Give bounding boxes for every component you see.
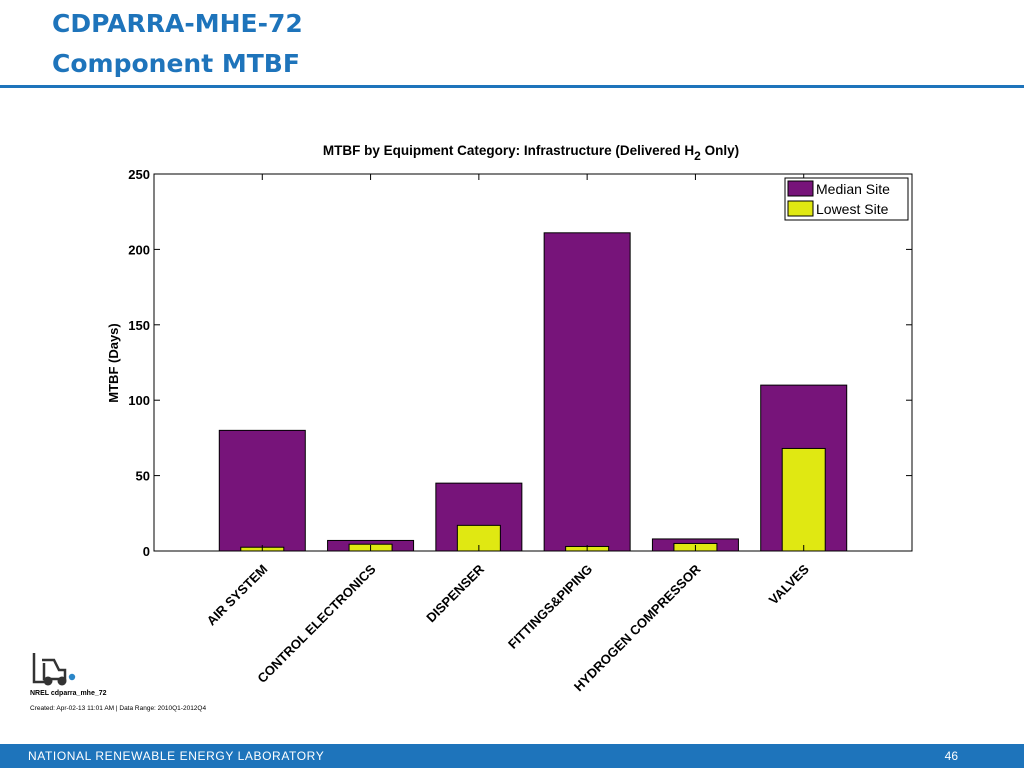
footer-bar: NATIONAL RENEWABLE ENERGY LABORATORY 46 [0,744,1024,768]
chart-title-subscript: 2 [694,149,701,163]
legend-swatch [787,200,814,217]
x-tick-label: VALVES [766,561,812,607]
y-tick-label: 200 [128,242,150,257]
y-tick-label: 50 [136,469,150,484]
median-site-bar-4 [543,232,631,552]
chart-title: MTBF by Equipment Category: Infrastructu… [323,143,739,163]
median-site-bar-1 [218,429,306,552]
x-tick-label: FITTINGS&PIPING [505,562,595,652]
y-tick-label: 0 [143,544,150,559]
y-tick-label: 250 [128,167,150,182]
legend-label: Median Site [816,181,890,197]
title-line-2: Component MTBF [52,49,300,78]
created-note: Created: Apr-02-13 11:01 AM | Data Range… [30,705,207,712]
footer-lab-name: NATIONAL RENEWABLE ENERGY LABORATORY [28,749,325,763]
legend-label: Lowest Site [816,201,889,217]
mtbf-bar-chart: MTBF by Equipment Category: Infrastructu… [106,143,913,694]
x-tick-label: HYDROGEN COMPRESSOR [571,561,704,694]
title-divider [0,85,1024,88]
chart-title-main: MTBF by Equipment Category: Infrastructu… [323,143,694,158]
plot-frame [153,173,913,552]
y-axis-label: MTBF (Days) [106,323,121,402]
x-tick-label: CONTROL ELECTRONICS [254,561,379,686]
legend-swatch [787,180,814,197]
page-title: CDPARRA-MHE-72 Component MTBF [52,4,303,84]
y-tick-label: 150 [128,318,150,333]
title-line-1: CDPARRA-MHE-72 [52,9,303,38]
chart-legend: Median Site Lowest Site [784,177,909,221]
forklift-icon [32,653,76,686]
page-number: 46 [944,749,958,763]
x-tick-label: DISPENSER [423,561,487,625]
lowest-site-bar-6 [781,447,826,552]
chart-title-end: Only) [701,143,739,158]
nrel-tag: NREL cdparra_mhe_72 [30,690,107,697]
x-tick-label: AIR SYSTEM [204,562,271,629]
y-tick-label: 100 [128,393,150,408]
